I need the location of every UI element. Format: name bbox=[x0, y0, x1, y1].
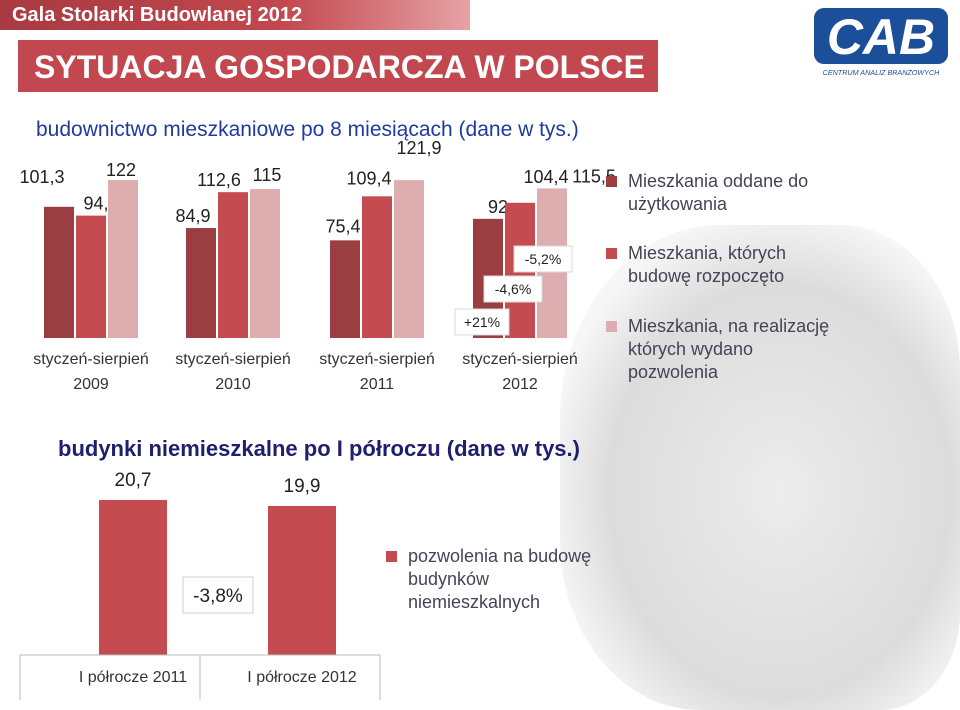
bar-value-label: 104,4 bbox=[523, 167, 568, 187]
change-callout-box bbox=[454, 308, 510, 336]
main-title: SYTUACJA GOSPODARCZA W POLSCE bbox=[18, 40, 658, 92]
change-callout-label: -5,2% bbox=[525, 251, 562, 267]
legend-label: Mieszkania, których budowę rozpoczęto bbox=[628, 243, 787, 286]
bar-value-label: 115,5 bbox=[572, 166, 616, 186]
logo-caption: CENTRUM ANALIZ BRANŻOWYCH bbox=[823, 68, 941, 77]
logo-letters: CAB bbox=[827, 9, 935, 65]
bar-s3-1 bbox=[108, 180, 138, 338]
legend-label: Mieszkania oddane do użytkowania bbox=[628, 171, 809, 214]
change-callout-box bbox=[513, 245, 573, 273]
change-callout-box bbox=[182, 576, 254, 614]
legend-label: pozwolenia na budowę budynków niemieszka… bbox=[408, 546, 592, 612]
bar-s3-2 bbox=[250, 189, 280, 338]
bar-value-label: 115 bbox=[253, 165, 282, 185]
x-tick-label-year: 2012 bbox=[502, 376, 538, 393]
legend-label: Mieszkania, na realizację których wydano… bbox=[628, 316, 830, 382]
legend-swatch bbox=[386, 551, 397, 562]
bar-value-label: 75,4 bbox=[325, 216, 360, 236]
legend-swatch bbox=[606, 321, 617, 332]
bar-s1-2 bbox=[186, 228, 216, 338]
bar-value-label: 84,9 bbox=[175, 206, 210, 226]
x-tick-label-year: 2011 bbox=[360, 376, 395, 393]
chart2-title: budynki niemieszkalne po I półroczu (dan… bbox=[58, 436, 580, 461]
change-callout-label: -3,8% bbox=[193, 586, 243, 607]
bar-s1-1 bbox=[44, 206, 74, 338]
bar-value-label: 121,9 bbox=[396, 138, 441, 158]
bar-value-label: 19,9 bbox=[284, 476, 321, 497]
x-tick-label: I półrocze 2011 bbox=[79, 669, 187, 686]
x-tick-label: styczeń-sierpień bbox=[175, 351, 291, 368]
x-tick-label: styczeń-sierpień bbox=[33, 351, 149, 368]
chart1-title: budownictwo mieszkaniowe po 8 miesiącach… bbox=[36, 118, 579, 141]
legend-swatch bbox=[606, 176, 617, 187]
bar-s3-3 bbox=[394, 180, 424, 338]
poland-map-background bbox=[560, 225, 960, 710]
event-title: Gala Stolarki Budowlanej 2012 bbox=[0, 0, 470, 30]
x-tick-label: styczeń-sierpień bbox=[319, 351, 435, 368]
cab-logo: CAB CENTRUM ANALIZ BRANŻOWYCH bbox=[814, 8, 948, 77]
bar-nonres-1 bbox=[99, 500, 167, 655]
bar-s1-3 bbox=[330, 240, 360, 338]
legend-swatch bbox=[606, 248, 617, 259]
bar-value-label: 122 bbox=[106, 160, 136, 180]
bar-value-label: 101,3 bbox=[19, 167, 64, 187]
bar-s2-1 bbox=[76, 215, 106, 338]
x-tick-label: styczeń-sierpień bbox=[462, 351, 578, 368]
bar-s2-3 bbox=[362, 196, 392, 338]
bar-value-label: 109,4 bbox=[346, 168, 391, 188]
x-tick-label-year: 2010 bbox=[215, 376, 251, 393]
bar-value-label: 112,6 bbox=[197, 170, 241, 190]
x-tick-label: I półrocze 2012 bbox=[247, 669, 357, 686]
bar-value-label: 92 bbox=[488, 197, 508, 217]
change-callout-label: -4,6% bbox=[495, 281, 532, 297]
bar-s2-2 bbox=[218, 192, 248, 338]
bar-value-label: 20,7 bbox=[115, 470, 152, 491]
change-callout-label: +21% bbox=[464, 314, 500, 330]
change-callout-box bbox=[483, 275, 543, 303]
x-tick-label-year: 2009 bbox=[73, 376, 109, 393]
bar-nonres-2 bbox=[268, 505, 336, 655]
